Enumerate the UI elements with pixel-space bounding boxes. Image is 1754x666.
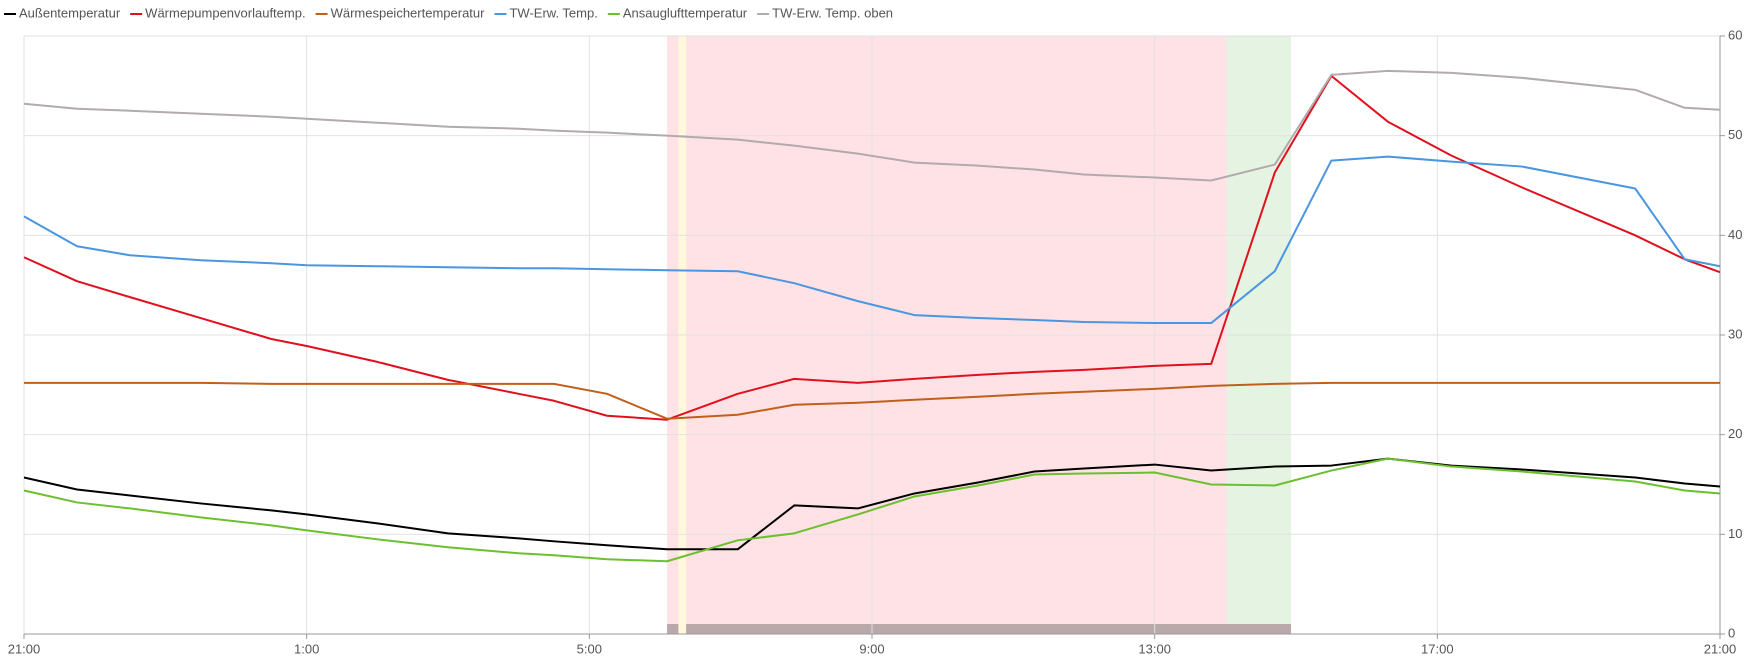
- status-bar: [686, 624, 1292, 634]
- y-tick-label: 20: [1728, 426, 1742, 441]
- y-tick-label: 40: [1728, 227, 1742, 242]
- y-tick-label: 0: [1728, 625, 1735, 640]
- x-tick-label: 21:00: [1704, 641, 1737, 656]
- y-tick-label: 50: [1728, 127, 1742, 142]
- series-line: [24, 381, 1720, 420]
- legend-label: Ansauglufttemperatur: [623, 5, 748, 20]
- legend-label: Wärmespeichertemperatur: [331, 5, 486, 20]
- y-tick-label: 30: [1728, 326, 1742, 341]
- legend-label: Außentemperatur: [19, 5, 121, 20]
- x-tick-label: 21:00: [8, 641, 41, 656]
- x-tick-label: 17:00: [1421, 641, 1454, 656]
- x-tick-label: 13:00: [1138, 641, 1171, 656]
- x-tick-label: 1:00: [294, 641, 319, 656]
- y-tick-label: 10: [1728, 526, 1742, 541]
- legend-label: TW-Erw. Temp. oben: [772, 5, 893, 20]
- series-line: [23, 69, 1721, 182]
- series-line: [23, 155, 1721, 325]
- y-tick-label: 60: [1728, 27, 1742, 42]
- x-tick-label: 5:00: [577, 641, 602, 656]
- status-bar: [667, 624, 679, 634]
- legend-label: TW-Erw. Temp.: [509, 5, 597, 20]
- x-tick-label: 9:00: [859, 641, 884, 656]
- series-line: [23, 457, 1721, 563]
- legend-label: Wärmepumpenvorlauftemp.: [145, 5, 305, 20]
- series-line: [23, 74, 1721, 421]
